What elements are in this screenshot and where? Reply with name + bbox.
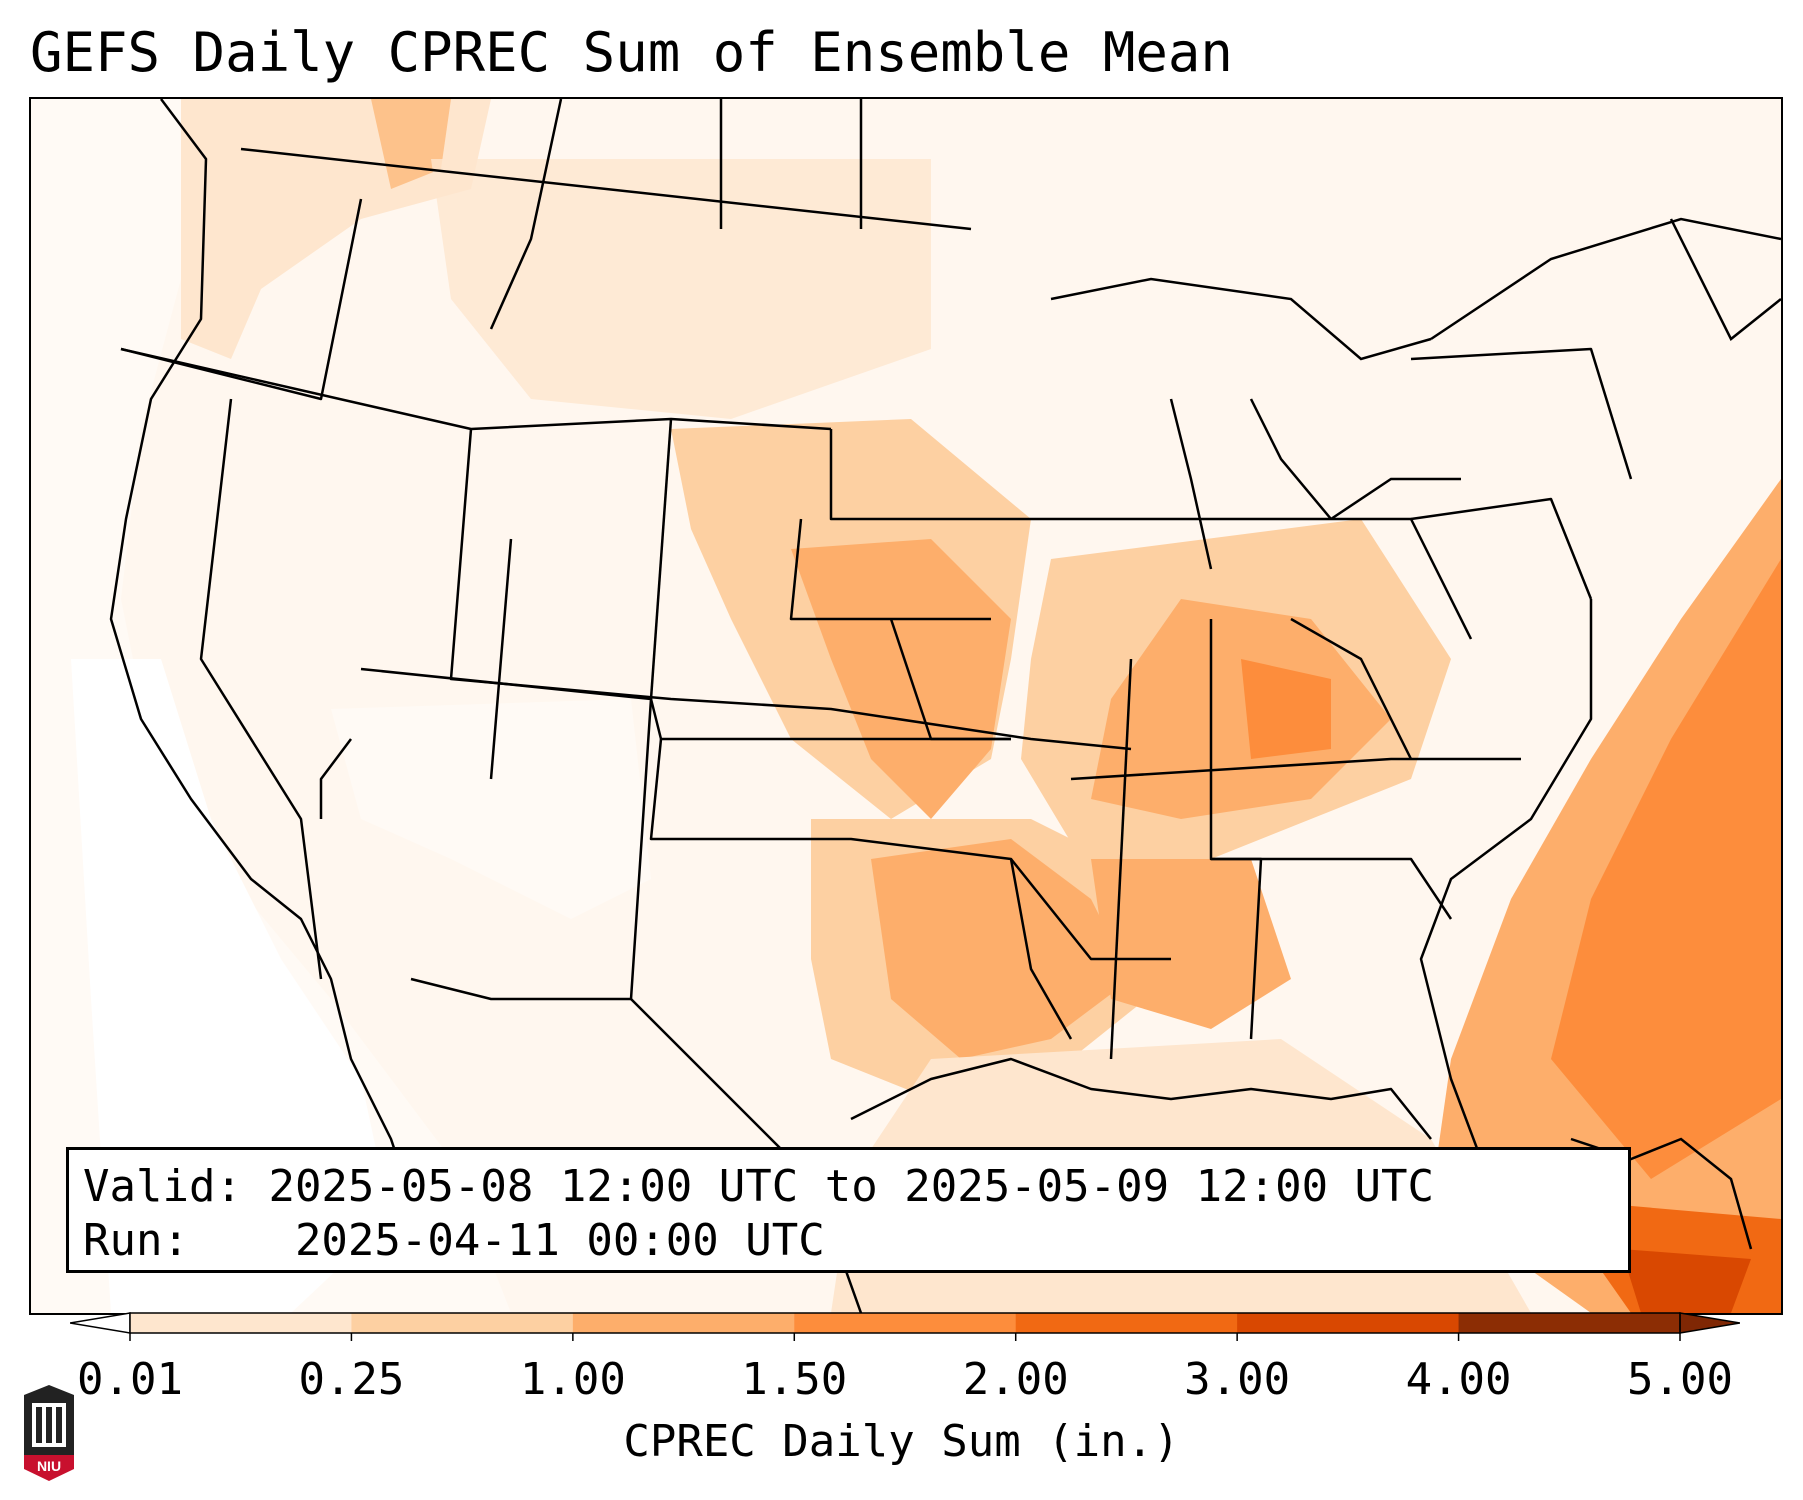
colorbar-segment — [1458, 1313, 1681, 1333]
colorbar-segment — [1015, 1313, 1238, 1333]
valid-row: Valid: 2025-05-08 12:00 UTC to 2025-05-0… — [83, 1160, 1614, 1214]
colorbar-graphic — [69, 1312, 1741, 1341]
colorbar-tick-label: 4.00 — [1405, 1354, 1512, 1405]
valid-value: 2025-05-08 12:00 UTC to 2025-05-09 12:00… — [268, 1161, 1435, 1212]
colorbar-tick-label: 0.25 — [298, 1354, 405, 1405]
run-value: 2025-04-11 00:00 UTC — [294, 1215, 825, 1266]
colorbar — [69, 1311, 1741, 1341]
colorbar-segment — [1237, 1313, 1460, 1333]
colorbar-tick-label: 1.00 — [519, 1354, 626, 1405]
colorbar-tick-labels: 0.01 0.25 1.00 1.50 2.00 3.00 4.00 5.00 — [0, 1354, 1803, 1414]
precip-map — [31, 99, 1781, 1313]
colorbar-segment — [572, 1313, 795, 1333]
run-label: Run: — [83, 1215, 189, 1266]
colorbar-under-triangle — [69, 1312, 131, 1334]
map-panel — [29, 97, 1783, 1315]
run-row: Run: 2025-04-11 00:00 UTC — [83, 1214, 1614, 1268]
valid-run-box: Valid: 2025-05-08 12:00 UTC to 2025-05-0… — [66, 1147, 1631, 1273]
colorbar-segment — [794, 1313, 1017, 1333]
valid-label: Valid: — [83, 1161, 242, 1212]
colorbar-tick-label: 3.00 — [1184, 1354, 1291, 1405]
colorbar-tick-label: 0.01 — [77, 1354, 183, 1405]
colorbar-segment — [130, 1313, 352, 1333]
colorbar-tick-label: 2.00 — [962, 1354, 1069, 1405]
niu-logo: NIU — [20, 1385, 78, 1481]
colorbar-tick-label: 5.00 — [1627, 1354, 1733, 1405]
colorbar-tick-label: 1.50 — [741, 1354, 848, 1405]
state-borders — [109, 99, 1633, 1313]
map-title: GEFS Daily CPREC Sum of Ensemble Mean — [30, 21, 1233, 84]
colorbar-label: CPREC Daily Sum (in.) — [623, 1416, 1180, 1467]
colorbar-segment — [351, 1313, 574, 1333]
colorbar-over-triangle — [1679, 1312, 1741, 1334]
logo-text: NIU — [37, 1458, 61, 1474]
colorbar-outline — [129, 1312, 1681, 1334]
coastlines — [1050, 217, 1781, 1250]
